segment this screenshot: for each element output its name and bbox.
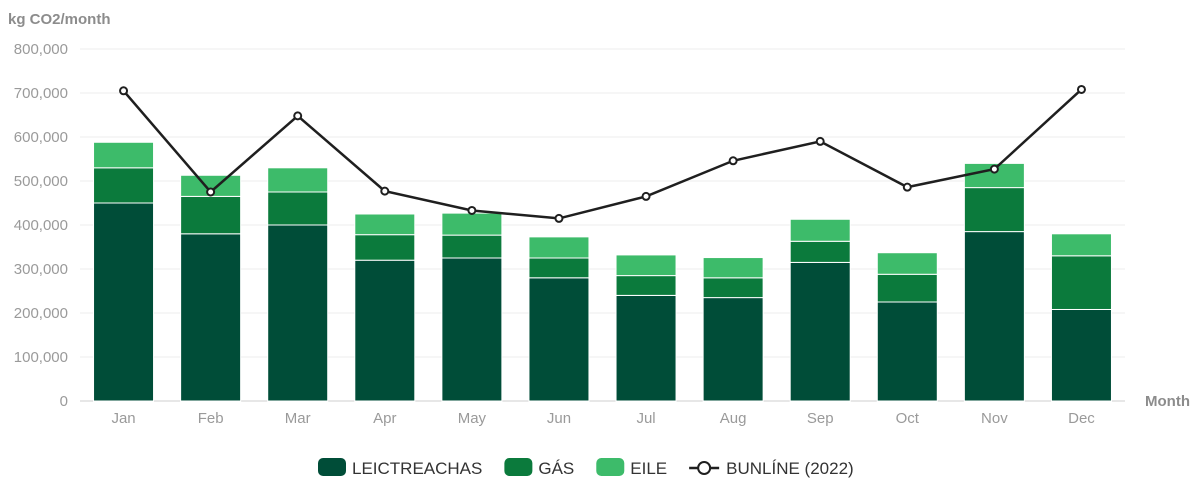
bar-segment	[789, 261, 851, 402]
bar-segment	[180, 233, 242, 402]
y-tick-label: 500,000	[14, 173, 68, 190]
bar-segment	[615, 294, 677, 402]
line-point	[206, 187, 216, 197]
legend-label: LEICTREACHAS	[352, 459, 482, 478]
bar-segment	[1050, 255, 1112, 310]
legend-label: GÁS	[538, 459, 574, 478]
y-tick-label: 700,000	[14, 85, 68, 102]
bar-segment	[1050, 233, 1112, 257]
y-tick-label: 600,000	[14, 129, 68, 146]
bar-segment	[1050, 308, 1112, 402]
line-point	[902, 182, 912, 192]
y-tick-label: 400,000	[14, 217, 68, 234]
legend-swatch-marker	[697, 461, 712, 475]
y-axis-title: kg CO2/month	[8, 11, 111, 28]
x-tick-label: Feb	[198, 410, 224, 427]
legend-label: EILE	[630, 459, 667, 478]
x-tick-label: Dec	[1068, 410, 1095, 427]
line-point	[728, 156, 738, 166]
x-tick-label: Aug	[720, 410, 747, 427]
bar-segment	[702, 297, 764, 402]
axes: kg CO2/month Month	[8, 11, 1190, 410]
bar-segment	[354, 213, 416, 236]
x-tick-label: Oct	[896, 410, 920, 427]
gridlines: 0 100,000 200,000 300,000 400,000 500,000 600,…	[14, 41, 1125, 410]
line-point	[293, 111, 303, 121]
y-tick-label: 0	[60, 393, 68, 410]
y-tick-label: 800,000	[14, 41, 68, 58]
bar-segment	[528, 277, 590, 402]
x-tick-label: Nov	[981, 410, 1008, 427]
bar-segment	[876, 301, 938, 402]
legend-swatch	[504, 458, 533, 476]
bar-segment	[876, 252, 938, 275]
bar-segment	[93, 167, 155, 204]
y-tick-label: 200,000	[14, 305, 68, 322]
bar-segment	[180, 195, 242, 235]
legend-item[interactable]: BUNLÍNE (2022)	[689, 459, 854, 478]
bar-segment	[441, 212, 503, 236]
legend-swatch	[318, 458, 346, 476]
bar-segment	[615, 275, 677, 296]
x-tick-label: May	[458, 410, 487, 427]
line-point	[554, 213, 564, 223]
bar-segment	[267, 167, 329, 193]
legend-item[interactable]: LEICTREACHAS	[318, 458, 482, 478]
x-tick-label: Jul	[636, 410, 655, 427]
y-tick-label: 300,000	[14, 261, 68, 278]
x-tick-label: Sep	[807, 410, 834, 427]
line-point	[815, 136, 825, 146]
line-point	[641, 191, 651, 201]
x-tick-label: Jan	[111, 410, 135, 427]
bar-segment	[267, 224, 329, 402]
x-axis-title: Month	[1145, 393, 1190, 410]
line-point	[380, 186, 390, 196]
bar-segment	[789, 240, 851, 263]
baseline-line	[119, 84, 1086, 223]
bar-segment	[963, 162, 1025, 189]
bar-segment	[963, 231, 1025, 402]
legend: LEICTREACHAS GÁS EILE BUNLÍNE (2022)	[318, 458, 854, 478]
bar-segment	[702, 277, 764, 299]
bar-segment	[528, 257, 590, 279]
legend-item[interactable]: GÁS	[504, 458, 574, 478]
y-tick-label: 100,000	[14, 349, 68, 366]
line-point	[119, 86, 129, 96]
bar-segment	[267, 191, 329, 226]
bar-segment	[963, 187, 1025, 233]
bar-segment	[354, 259, 416, 402]
legend-label: BUNLÍNE (2022)	[726, 459, 854, 478]
line-point	[989, 164, 999, 174]
line-point	[1076, 84, 1086, 94]
bar-segment	[789, 218, 851, 242]
x-tick-label: Apr	[373, 410, 396, 427]
bar-segment	[876, 273, 938, 303]
bar-segment	[528, 236, 590, 259]
bar-segment	[441, 257, 503, 402]
x-tick-label: Jun	[547, 410, 571, 427]
legend-swatch	[596, 458, 625, 476]
bar-segment	[702, 257, 764, 279]
bar-segment	[93, 202, 155, 402]
legend-item[interactable]: EILE	[596, 458, 667, 478]
bar-segment	[441, 234, 503, 259]
bar-segment	[354, 234, 416, 261]
line-point	[467, 205, 477, 215]
bar-segment	[615, 254, 677, 277]
bars: Jan Feb Mar Apr May Jun Jul Aug Sep Oct Nov Dec	[93, 141, 1112, 427]
line-series	[122, 88, 1083, 220]
x-tick-label: Mar	[285, 410, 311, 427]
bar-segment	[93, 141, 155, 169]
